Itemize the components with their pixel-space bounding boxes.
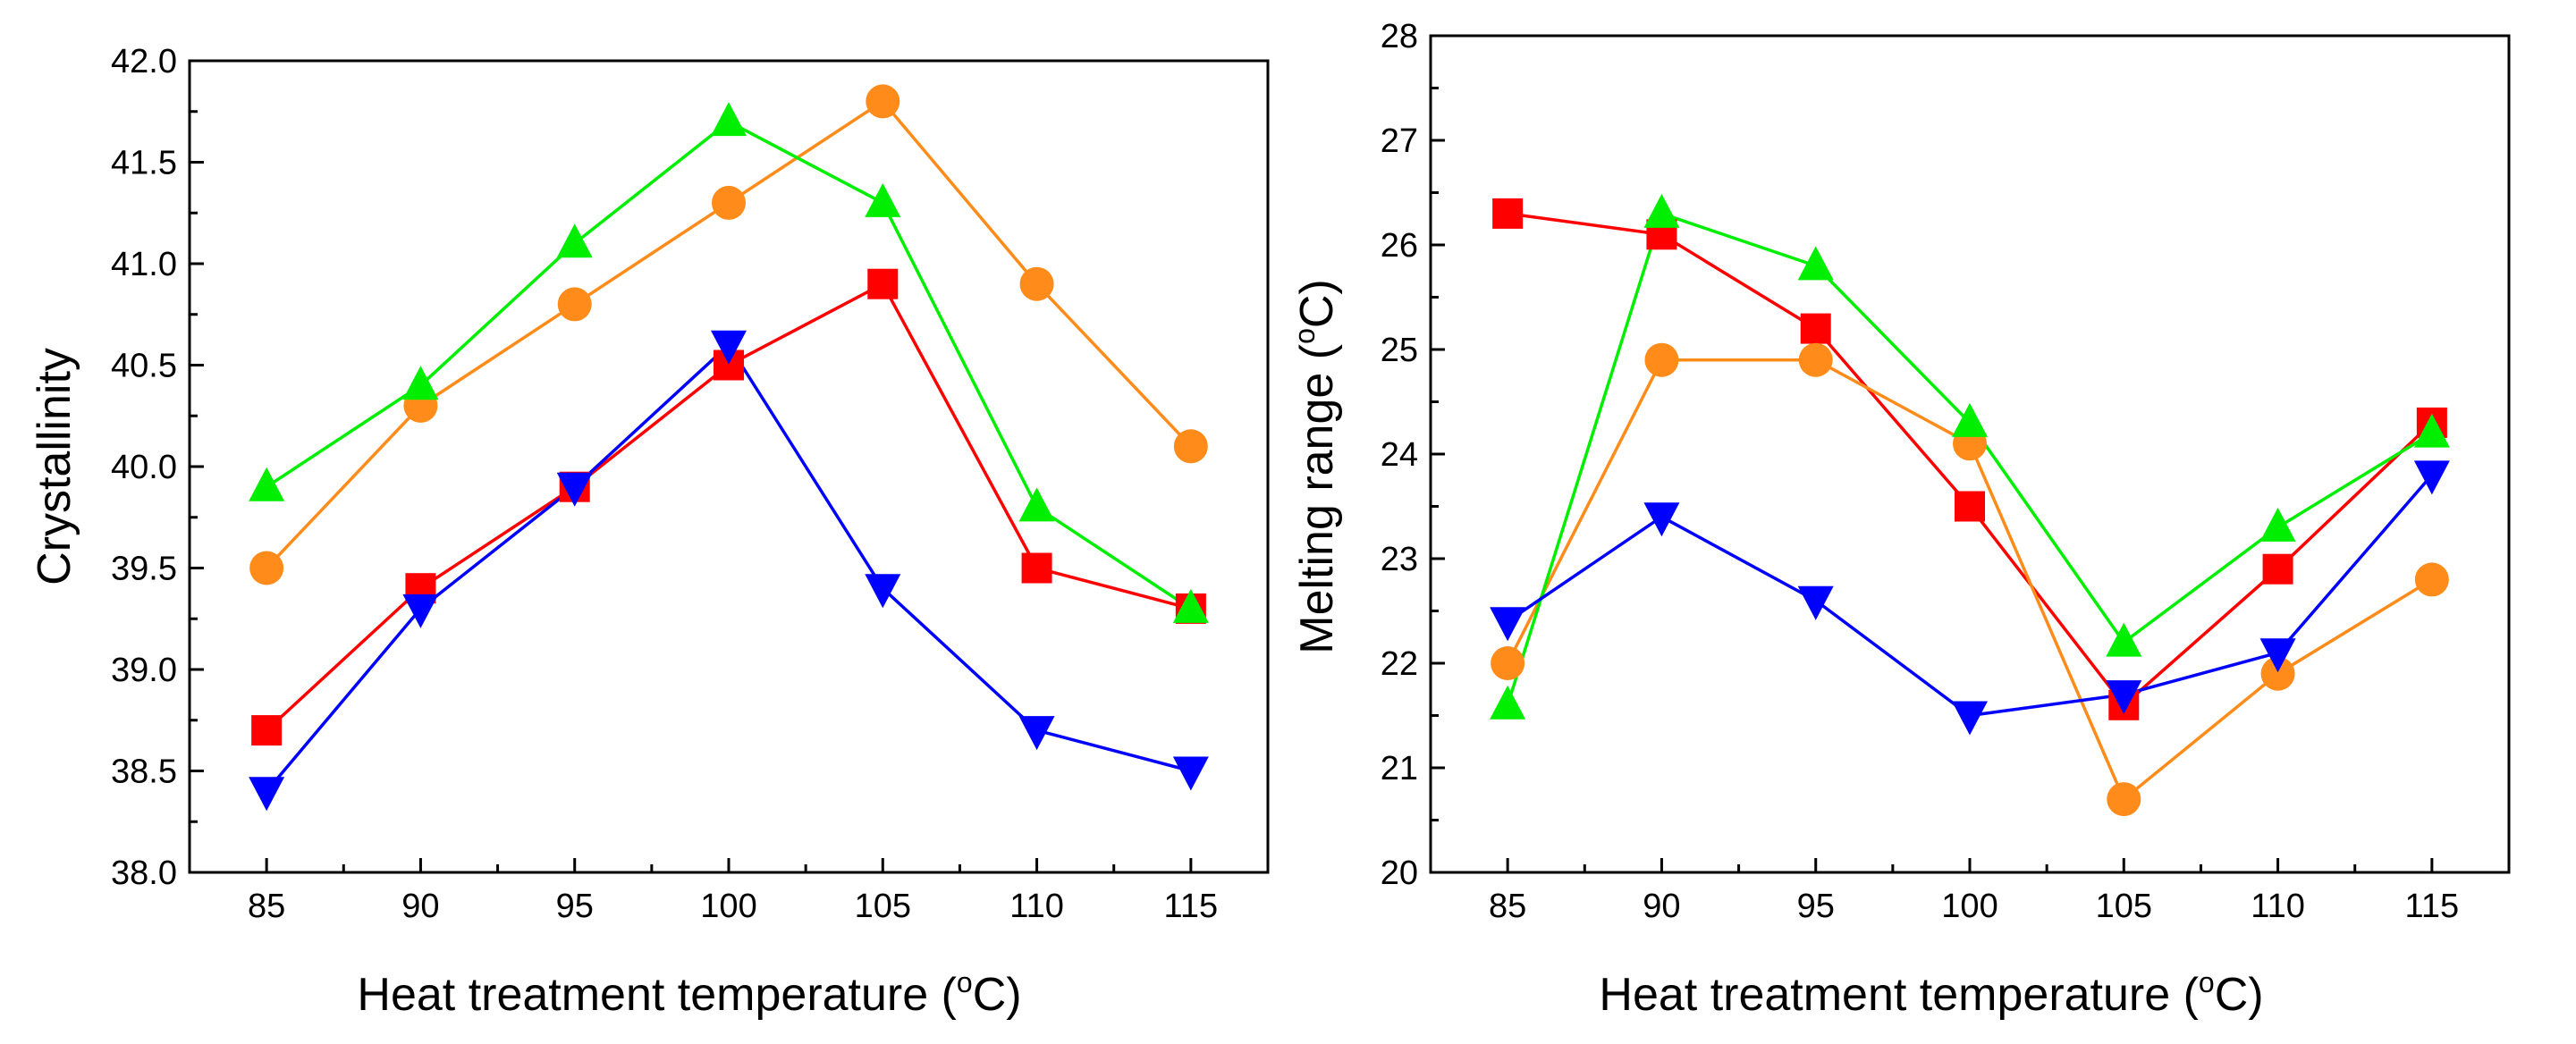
data-point-square	[2262, 553, 2293, 585]
data-point-circle	[866, 84, 900, 119]
x-tick-label: 100	[1941, 888, 1997, 925]
data-point-triangle-up	[1952, 402, 1988, 437]
y-tick-label: 39.0	[111, 652, 177, 689]
data-point-triangle-down	[2413, 460, 2450, 495]
data-point-circle	[712, 185, 746, 220]
data-point-triangle-down	[2106, 680, 2142, 715]
x-tick-label: 100	[700, 888, 756, 925]
plot-frame	[188, 59, 1270, 874]
data-point-triangle-down	[249, 777, 285, 812]
x-tick-label: 90	[1643, 888, 1680, 925]
data-point-circle	[2260, 656, 2295, 691]
crystallinity-chart: 85 90 95 100 105 110 115 38.0 38.5 39.0 39.5 40.0 40…	[29, 43, 1270, 1021]
y-tick-label: 40.5	[111, 348, 177, 385]
crystallinity-tick-labels: 85 90 95 100 105 110 115 38.0 38.5 39.0 39.5 40.0 40…	[111, 43, 1218, 925]
y-tick-label: 42.0	[111, 43, 177, 80]
data-point-triangle-up	[2106, 622, 2142, 657]
y-tick-label: 24	[1381, 436, 1418, 474]
x-tick-label: 110	[2251, 888, 2305, 925]
x-tick-label: 95	[556, 888, 594, 925]
crystallinity-x-axis-title: Heat treatment temperature (oC)	[357, 966, 1021, 1021]
y-tick-label: 27	[1381, 122, 1418, 160]
data-point-circle	[1019, 266, 1054, 301]
data-point-circle	[2107, 782, 2141, 817]
x-axis-title-degree-sup: o	[957, 966, 973, 998]
data-point-triangle-up	[1643, 193, 1680, 228]
data-point-triangle-down	[1643, 502, 1680, 537]
data-point-square	[867, 268, 899, 299]
x-axis-title-degree-sup: o	[2199, 966, 2215, 998]
data-point-triangle-down	[1018, 716, 1055, 751]
data-point-triangle-up	[1490, 685, 1526, 720]
melting-range-x-axis-title: Heat treatment temperature (oC)	[1599, 966, 2263, 1021]
data-point-triangle-down	[402, 594, 439, 628]
data-point-triangle-down	[1490, 607, 1526, 642]
data-point-square	[1021, 552, 1052, 584]
melting-range-y-axis-title: Melting range (oC)	[1288, 279, 1343, 654]
x-tick-label: 110	[1009, 888, 1064, 925]
data-point-square	[251, 715, 283, 746]
data-point-circle	[1491, 646, 1525, 680]
y-tick-label: 38.0	[111, 855, 177, 892]
y-tick-label: 23	[1381, 541, 1418, 578]
y-axis-title-degree-sup: o	[1288, 328, 1321, 344]
data-point-triangle-up	[1172, 588, 1209, 623]
x-tick-label: 85	[248, 888, 285, 925]
x-tick-label: 95	[1797, 888, 1835, 925]
data-point-triangle-up	[865, 182, 901, 217]
x-tick-label: 105	[855, 888, 911, 925]
data-point-triangle-up	[1797, 246, 1834, 281]
data-point-triangle-up	[402, 366, 439, 400]
data-point-circle	[249, 551, 284, 585]
data-point-triangle-down	[1172, 756, 1209, 791]
data-point-circle	[1798, 342, 1833, 377]
data-point-triangle-down	[556, 472, 593, 507]
x-tick-label: 115	[1164, 888, 1219, 925]
data-point-square	[1492, 198, 1524, 229]
x-tick-label: 105	[2096, 888, 2152, 925]
x-tick-label: 90	[401, 888, 439, 925]
data-point-triangle-down	[1952, 701, 1988, 736]
crystallinity-y-axis-title: Crystallinity	[29, 348, 80, 585]
data-point-triangle-up	[2259, 507, 2296, 542]
melting-range-plot-area	[1429, 34, 2511, 874]
data-point-triangle-up	[556, 223, 593, 258]
y-tick-label: 21	[1381, 750, 1418, 787]
data-point-triangle-up	[2413, 413, 2450, 448]
data-point-circle	[1644, 342, 1679, 377]
data-point-triangle-up	[1018, 487, 1055, 522]
data-point-circle	[1173, 429, 1208, 464]
data-point-square	[1800, 313, 1831, 344]
y-tick-label: 40.0	[111, 449, 177, 486]
data-point-triangle-up	[711, 102, 747, 137]
data-point-triangle-up	[249, 467, 285, 501]
data-point-triangle-down	[2259, 638, 2296, 673]
y-tick-label: 39.5	[111, 551, 177, 588]
data-point-triangle-down	[1797, 585, 1834, 620]
y-tick-label: 20	[1381, 855, 1418, 892]
data-point-triangle-down	[865, 574, 901, 609]
x-tick-label: 115	[2405, 888, 2460, 925]
melting-range-tick-labels: 85 90 95 100 105 110 115 20 21 22 23 24 25 26 27 28	[1381, 18, 2459, 925]
crystallinity-plot-area	[188, 59, 1270, 874]
y-tick-label: 38.5	[111, 754, 177, 791]
data-point-circle	[557, 287, 592, 322]
y-tick-label: 41.5	[111, 145, 177, 182]
y-tick-label: 41.0	[111, 246, 177, 283]
data-point-triangle-down	[711, 330, 747, 365]
y-tick-label: 25	[1381, 332, 1418, 369]
data-point-square	[1955, 491, 1985, 522]
melting-range-chart: 85 90 95 100 105 110 115 20 21 22 23 24 25 26 27 28 Hea…	[1288, 18, 2511, 1021]
y-tick-label: 26	[1381, 227, 1418, 265]
data-point-circle	[2414, 562, 2449, 597]
y-tick-label: 28	[1381, 18, 1418, 55]
y-tick-label: 22	[1381, 645, 1418, 683]
x-tick-label: 85	[1489, 888, 1526, 925]
